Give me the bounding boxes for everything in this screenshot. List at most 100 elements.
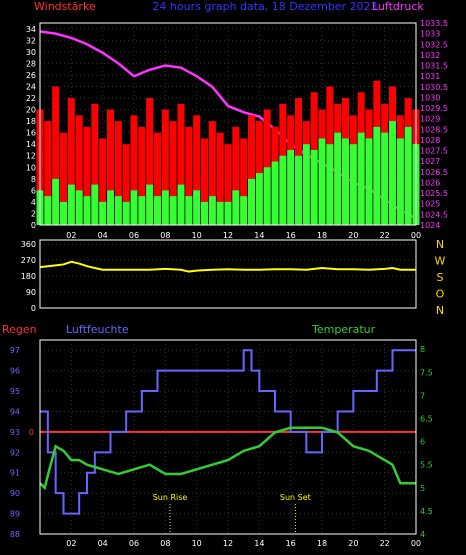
pressure-tick-label: 1027.5 bbox=[420, 147, 448, 156]
gust-bar bbox=[161, 109, 169, 225]
wind-bar bbox=[396, 138, 404, 225]
gust-bar bbox=[75, 115, 83, 225]
pressure-tick-label: 1028.5 bbox=[420, 125, 448, 134]
wind-x-tick-label: 18 bbox=[317, 231, 327, 240]
direction-tick-label: 90 bbox=[26, 288, 36, 297]
pressure-tick-label: 1032.5 bbox=[420, 40, 448, 49]
pressure-tick-label: 1031.5 bbox=[420, 62, 448, 71]
gust-bar bbox=[91, 103, 99, 225]
wind-bar bbox=[44, 196, 52, 225]
wind-bar bbox=[295, 155, 302, 225]
rain-axis-title: Regen bbox=[2, 323, 37, 336]
humidity-tick-label: 95 bbox=[10, 387, 20, 396]
wind-bar bbox=[130, 190, 138, 225]
temperature-tick-label: 6.5 bbox=[420, 415, 433, 424]
wind-bar bbox=[193, 190, 201, 225]
humidity-tick-label: 88 bbox=[10, 530, 20, 539]
wind-bar bbox=[255, 173, 263, 225]
pressure-tick-label: 1024.5 bbox=[420, 210, 448, 219]
wind-bar bbox=[161, 190, 169, 225]
compass-label: N bbox=[436, 304, 444, 317]
gust-bar bbox=[138, 126, 146, 225]
wind-tick-label: 18 bbox=[26, 117, 36, 126]
wind-tick-label: 32 bbox=[26, 36, 36, 45]
wind-bar bbox=[389, 121, 396, 225]
humidity-x-tick-label: 22 bbox=[380, 539, 390, 548]
gust-bar bbox=[248, 115, 255, 225]
wind-bar bbox=[75, 190, 83, 225]
humidity-x-tick-label: 04 bbox=[98, 539, 108, 548]
wind-tick-label: 30 bbox=[26, 48, 36, 57]
temperature-tick-label: 5.5 bbox=[420, 461, 433, 470]
wind-x-tick-label: 04 bbox=[98, 231, 108, 240]
gust-bar bbox=[169, 121, 177, 225]
wind-x-tick-label: 16 bbox=[286, 231, 296, 240]
wind-x-tick-label: 22 bbox=[380, 231, 390, 240]
gust-bar bbox=[263, 109, 271, 225]
wind-tick-label: 6 bbox=[31, 186, 36, 195]
wind-bar bbox=[357, 132, 365, 225]
wind-tick-label: 2 bbox=[31, 209, 36, 218]
wind-bar bbox=[146, 184, 154, 225]
wind-x-tick-label: 10 bbox=[192, 231, 202, 240]
wind-bar bbox=[67, 184, 75, 225]
humidity-tick-label: 91 bbox=[10, 469, 20, 478]
wind-bar bbox=[107, 190, 114, 225]
wind-bar bbox=[240, 196, 248, 225]
wind-bar bbox=[287, 149, 295, 225]
pressure-tick-label: 1027 bbox=[420, 157, 440, 166]
humidity-x-tick-label: 14 bbox=[254, 539, 264, 548]
wind-bar bbox=[334, 132, 342, 225]
compass-label: S bbox=[437, 271, 444, 284]
wind-bar bbox=[99, 201, 107, 225]
temperature-tick-label: 8 bbox=[420, 345, 425, 354]
humidity-grid bbox=[40, 340, 417, 535]
pressure-tick-label: 1025 bbox=[420, 200, 440, 209]
sun-label: Sun Set bbox=[280, 493, 311, 502]
pressure-tick-label: 1026.5 bbox=[420, 168, 448, 177]
gust-bar bbox=[99, 138, 107, 225]
humidity-tick-label: 89 bbox=[10, 510, 20, 519]
wind-bar bbox=[279, 155, 287, 225]
gust-bar bbox=[114, 121, 122, 225]
wind-axis-title: Windstärke bbox=[34, 0, 96, 13]
gust-bar bbox=[52, 86, 60, 225]
temperature-line bbox=[39, 426, 416, 491]
gust-bar bbox=[216, 132, 224, 225]
gust-bar bbox=[193, 115, 201, 225]
wind-bar bbox=[185, 196, 193, 225]
wind-bar bbox=[271, 161, 279, 225]
pressure-tick-label: 1026 bbox=[420, 178, 440, 187]
humidity-x-tick-label: 06 bbox=[129, 539, 139, 548]
wind-bar bbox=[404, 126, 412, 225]
humidity-tick-label: 97 bbox=[10, 346, 20, 355]
wind-tick-label: 16 bbox=[26, 129, 36, 138]
humidity-frame bbox=[39, 339, 417, 535]
humidity-tick-label: 90 bbox=[10, 489, 20, 498]
wind-bar bbox=[365, 138, 373, 225]
wind-bar bbox=[232, 190, 240, 225]
wind-tick-label: 0 bbox=[31, 221, 36, 230]
humidity-temperature-chart: Regen Luftfeuchte Temperatur 88 89 90 91 92 9… bbox=[2, 323, 433, 548]
direction-grid bbox=[40, 243, 416, 309]
temperature-tick-label: 4.5 bbox=[420, 507, 433, 516]
gust-bar bbox=[44, 121, 52, 225]
gust-bar bbox=[122, 144, 130, 225]
temperature-tick-label: 6 bbox=[420, 438, 425, 447]
chart-title: 24 hours graph data, 18 Dezember 2023 bbox=[152, 0, 377, 13]
gust-bar bbox=[232, 126, 240, 225]
direction-line bbox=[39, 260, 416, 273]
wind-bar bbox=[302, 144, 310, 225]
wind-pressure-chart: Windstärke 24 hours graph data, 18 Dezem… bbox=[26, 0, 448, 240]
humidity-x-tick-label: 20 bbox=[348, 539, 358, 548]
gust-bar bbox=[185, 126, 193, 225]
humidity-x-tick-label: 08 bbox=[160, 539, 170, 548]
wind-x-tick-label: 06 bbox=[129, 231, 139, 240]
wind-bar bbox=[114, 196, 122, 225]
pressure-tick-label: 1031 bbox=[420, 72, 440, 81]
wind-bar bbox=[248, 178, 255, 225]
compass-label: N bbox=[436, 238, 444, 251]
compass-label: W bbox=[435, 255, 446, 268]
